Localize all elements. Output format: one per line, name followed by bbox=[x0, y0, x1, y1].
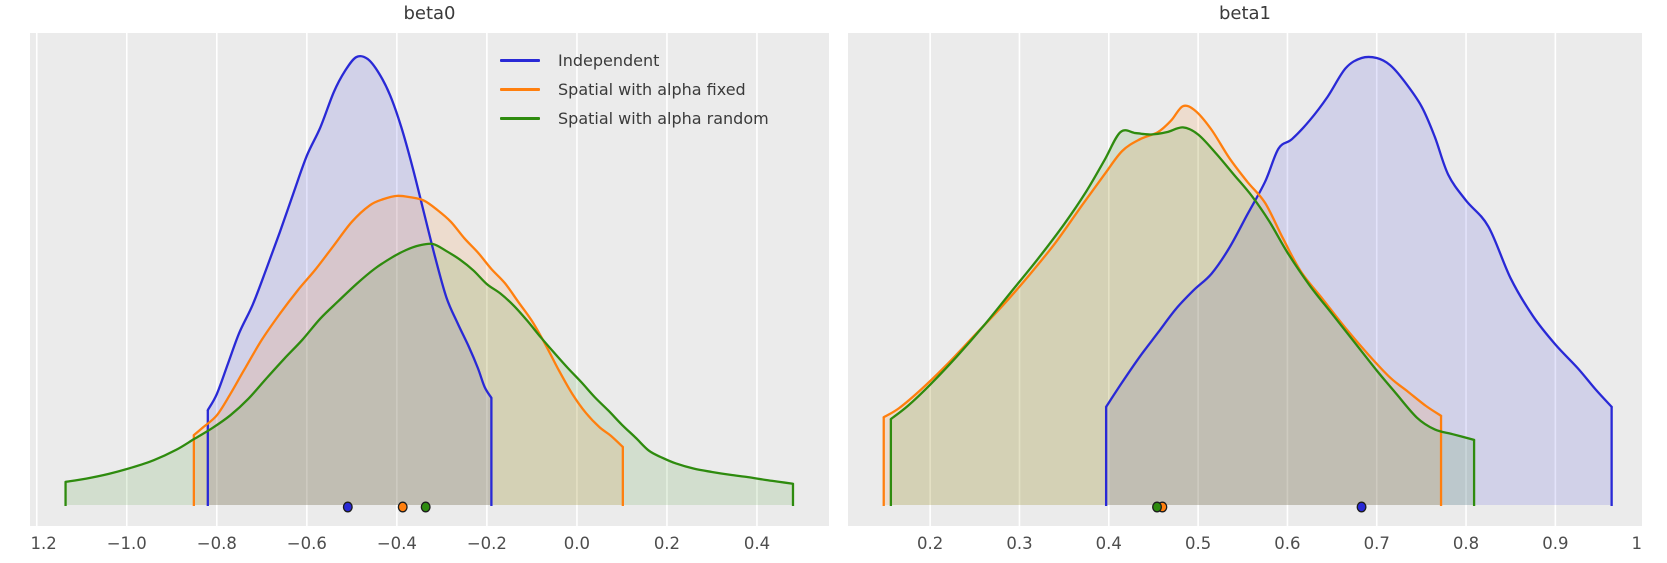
density-curve bbox=[192, 194, 624, 449]
x-tick-label: 0.3 bbox=[1006, 534, 1032, 553]
density-curve bbox=[1104, 55, 1613, 408]
point-estimate-dot bbox=[342, 501, 353, 513]
x-tick-label: 0.2 bbox=[654, 534, 680, 553]
point-estimate-dot bbox=[1152, 501, 1162, 513]
density-fill bbox=[207, 56, 492, 506]
x-tick-label: −0.8 bbox=[197, 534, 237, 553]
x-tick-label: −0.4 bbox=[377, 534, 417, 553]
x-tick-label: 0.2 bbox=[917, 534, 943, 553]
density-fill bbox=[193, 195, 623, 505]
x-tick-label: 0.4 bbox=[744, 534, 770, 553]
density-curve bbox=[889, 126, 1476, 442]
x-tick-label: 0.0 bbox=[564, 534, 590, 553]
x-tick-label: 0.8 bbox=[1453, 534, 1479, 553]
point-estimate-dot bbox=[420, 501, 431, 513]
density-chart-beta0: −1.2 −1.0 −0.8 −0.6 −0.4 −0.2 0.0 0.2 0.4 bbox=[30, 33, 829, 553]
legend-item-spatial-alpha-fixed: Spatial with alpha fixed bbox=[500, 75, 769, 104]
panel-title-beta0: beta0 bbox=[403, 3, 456, 24]
x-tick-label: −0.2 bbox=[467, 534, 507, 553]
density-fill bbox=[883, 105, 1442, 506]
x-tick-label: −0.6 bbox=[287, 534, 327, 553]
x-tick-label: 0.9 bbox=[1542, 534, 1568, 553]
density-curve bbox=[206, 54, 493, 412]
x-tick-label: −1.0 bbox=[107, 534, 147, 553]
legend-line-independent bbox=[500, 59, 540, 62]
legend-item-spatial-alpha-random: Spatial with alpha random bbox=[500, 104, 769, 133]
x-tick-label: 0.4 bbox=[1096, 534, 1122, 553]
panel-background bbox=[848, 33, 1642, 526]
density-chart-beta1: 0.2 0.3 0.4 0.5 0.6 0.7 0.8 0.9 1.0 bbox=[848, 33, 1642, 553]
panel-title-beta1: beta1 bbox=[1218, 3, 1272, 24]
x-tick-label: 1.0 bbox=[1632, 534, 1642, 553]
density-fill bbox=[65, 243, 793, 505]
legend: Independent Spatial with alpha fixed Spa… bbox=[500, 46, 769, 133]
density-fill bbox=[1106, 56, 1612, 505]
point-estimate-dot bbox=[397, 501, 408, 513]
x-tick-label: 0.6 bbox=[1274, 534, 1300, 553]
point-estimate-dot bbox=[1356, 501, 1367, 513]
legend-line-spatial-alpha-fixed bbox=[500, 88, 540, 91]
x-tick-label: −1.2 bbox=[30, 534, 57, 553]
x-tick-label: 0.7 bbox=[1364, 534, 1390, 553]
legend-label-spatial-alpha-random: Spatial with alpha random bbox=[558, 109, 769, 128]
density-fill bbox=[890, 127, 1475, 505]
density-curve bbox=[64, 242, 795, 485]
legend-label-independent: Independent bbox=[558, 51, 660, 70]
panel-background bbox=[30, 33, 829, 526]
legend-item-independent: Independent bbox=[500, 46, 769, 75]
legend-line-spatial-alpha-random bbox=[500, 117, 540, 120]
x-tick-label: 0.5 bbox=[1185, 534, 1211, 553]
legend-label-spatial-alpha-fixed: Spatial with alpha fixed bbox=[558, 80, 746, 99]
